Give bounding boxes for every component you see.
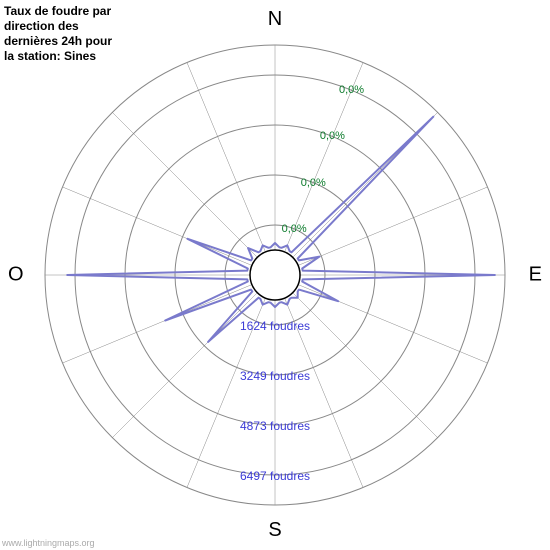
cardinal-w: O (8, 264, 24, 287)
ring-label-bottom: 1624 foudres (240, 319, 310, 333)
cardinal-n: N (268, 8, 282, 31)
ring-label-bottom: 3249 foudres (240, 369, 310, 383)
ring-label-bottom: 4873 foudres (240, 419, 310, 433)
credit-text: www.lightningmaps.org (2, 538, 95, 548)
ring-label-top: 0,0% (320, 130, 345, 142)
polar-chart-svg (0, 0, 550, 550)
cardinal-s: S (268, 519, 281, 542)
cardinal-e: E (529, 264, 542, 287)
chart-title: Taux de foudre par direction des dernièr… (4, 4, 114, 64)
ring-label-bottom: 6497 foudres (240, 469, 310, 483)
ring-label-top: 0,0% (339, 84, 364, 96)
center-hole (250, 250, 300, 300)
chart-container: Taux de foudre par direction des dernièr… (0, 0, 550, 550)
ring-label-top: 0,0% (282, 223, 307, 235)
ring-label-top: 0,0% (301, 177, 326, 189)
